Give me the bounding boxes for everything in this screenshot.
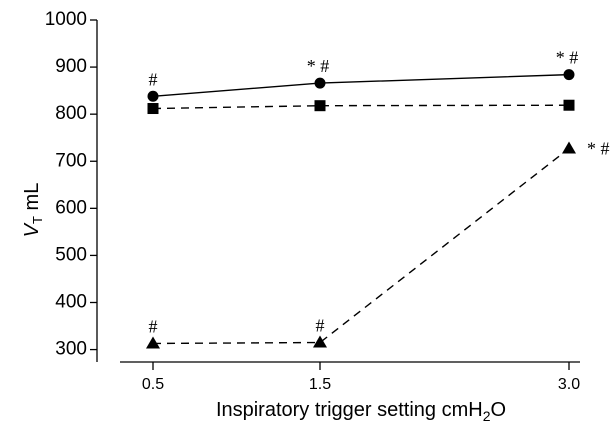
x-tick-label: 1.5 — [309, 376, 331, 393]
significance-annotation: # — [316, 316, 325, 336]
y-tick-label: 500 — [55, 244, 87, 265]
y-tick-label: 700 — [55, 150, 87, 171]
significance-annotation: # — [149, 69, 158, 89]
y-tick-label: 800 — [55, 103, 87, 124]
y-axis: 300 400 500 600 700 800 900 1000 — [45, 9, 98, 362]
y-tick-label: 900 — [55, 56, 87, 77]
y-tick-label: 1000 — [45, 9, 87, 30]
data-point-triangle — [562, 141, 576, 154]
y-tick-label: 300 — [55, 339, 87, 360]
y-tick-label: 600 — [55, 197, 87, 218]
significance-annotation: * # — [556, 48, 579, 68]
significance-annotation: * # — [307, 56, 330, 76]
data-point-square — [314, 100, 326, 112]
y-tick-label: 400 — [55, 292, 87, 313]
data-point-square — [563, 99, 575, 111]
y-axis-title: VT mL — [21, 183, 45, 238]
data-point-triangle — [313, 335, 327, 348]
significance-annotation: # — [149, 316, 158, 336]
significance-annotation: * # — [587, 139, 610, 159]
x-tick-label: 3.0 — [558, 376, 580, 393]
series-line — [152, 104, 570, 110]
plot-area: # * # * # # # * # — [146, 48, 610, 349]
series-line — [152, 73, 570, 97]
series-line — [152, 147, 570, 345]
x-axis: 0.5 1.5 3.0 — [120, 361, 580, 393]
data-point-square — [147, 103, 159, 115]
data-point-circle — [147, 90, 159, 102]
x-axis-title: Inspiratory trigger setting cmH2O — [216, 399, 506, 424]
data-point-circle — [314, 77, 326, 89]
data-point-circle — [563, 69, 575, 81]
x-tick-label: 0.5 — [142, 376, 164, 393]
data-point-triangle — [146, 336, 160, 349]
